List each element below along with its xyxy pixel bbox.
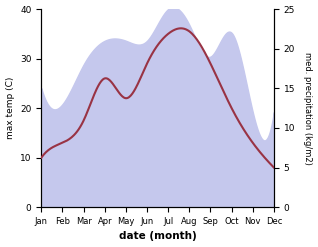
X-axis label: date (month): date (month) [119, 231, 197, 242]
Y-axis label: max temp (C): max temp (C) [5, 77, 15, 139]
Y-axis label: med. precipitation (kg/m2): med. precipitation (kg/m2) [303, 52, 313, 165]
